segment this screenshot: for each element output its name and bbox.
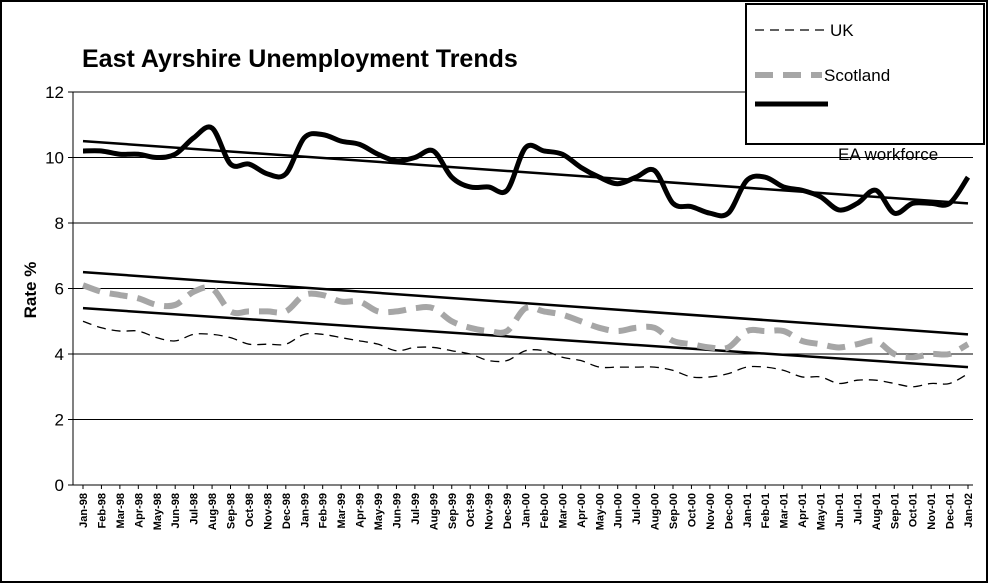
x-tick-label: Feb-01: [760, 493, 772, 528]
x-tick-label: Feb-98: [96, 493, 108, 528]
x-tick-label: Jun-00: [613, 493, 625, 528]
x-tick-label: May-98: [152, 493, 164, 530]
x-tick-label: Dec-01: [945, 493, 957, 529]
x-tick-label: Aug-98: [207, 493, 219, 530]
x-tick-label: Jan-00: [521, 493, 533, 528]
x-tick-label: Mar-01: [779, 493, 791, 528]
x-tick-label: Apr-99: [355, 493, 367, 528]
y-tick-label: 12: [45, 83, 64, 102]
legend: UK Scotland EA workforce: [745, 3, 985, 164]
x-tick-label: Nov-01: [926, 493, 938, 530]
x-tick-label: Jul-01: [852, 493, 864, 525]
x-tick-label: May-01: [816, 493, 828, 530]
x-tick-label: Aug-01: [871, 493, 883, 530]
trendline-scotland: [82, 270, 969, 336]
trendline-ea-workforce: [82, 139, 969, 205]
series-line-uk: [82, 320, 969, 388]
legend-label: EA workforce: [838, 145, 938, 164]
x-tick-label: Aug-99: [428, 493, 440, 530]
x-tick-label: Dec-99: [502, 493, 514, 529]
legend-label: UK: [830, 21, 854, 40]
series-lines: [81, 124, 971, 388]
x-tick-label: Sep-98: [226, 493, 238, 529]
x-tick-label: Oct-01: [908, 493, 920, 527]
x-tick-label: Jun-99: [391, 493, 403, 528]
x-tick-label: Apr-98: [133, 493, 145, 528]
y-tick-label: 8: [55, 214, 64, 233]
x-tick-label: Dec-00: [723, 493, 735, 529]
series-line-ea-workforce: [82, 124, 971, 219]
chart-title: East Ayrshire Unemployment Trends: [82, 45, 518, 73]
x-tick-label: Mar-99: [336, 493, 348, 528]
x-tick-label: Nov-00: [705, 493, 717, 530]
x-tick-label: Sep-00: [668, 493, 680, 529]
y-tick-label: 6: [55, 280, 64, 299]
x-tick-label: Oct-98: [244, 493, 256, 527]
x-tick-label: Jul-00: [631, 493, 643, 525]
x-tick-label: Nov-99: [484, 493, 496, 530]
x-tick-label: Jan-99: [299, 493, 311, 528]
y-tick-label: 10: [45, 149, 64, 168]
x-tick-label: Nov-98: [262, 493, 274, 530]
y-tick-label: 4: [55, 345, 64, 364]
x-tick-label: Oct-99: [465, 493, 477, 527]
y-axis-label: Rate %: [21, 262, 40, 319]
x-tick-label: Oct-00: [686, 493, 698, 527]
legend-label: Scotland: [824, 66, 890, 85]
x-tick-label: Dec-98: [281, 493, 293, 529]
x-tick-label: Jul-99: [410, 493, 422, 525]
series-line-scotland: [81, 282, 970, 361]
trendlines: [82, 139, 969, 369]
x-tick-label: Jun-01: [834, 493, 846, 528]
y-tick-label: 2: [55, 411, 64, 430]
x-tick-label: Jan-98: [78, 493, 90, 528]
x-tick-label: Sep-01: [889, 493, 901, 529]
x-tick-labels: Jan-98 Feb-98 Mar-98 Apr-98 May-98 Jun-98 Jul-…: [78, 485, 975, 530]
x-tick-label: Jul-98: [189, 493, 201, 525]
x-tick-label: May-99: [373, 493, 385, 530]
y-tick-labels: 0 2 4 6 8 10 12: [45, 83, 73, 495]
x-tick-label: Apr-01: [797, 493, 809, 528]
x-tick-label: Jan-01: [742, 493, 754, 528]
x-tick-label: Aug-00: [650, 493, 662, 530]
x-tick-label: Feb-99: [318, 493, 330, 528]
x-tick-label: Jan-02: [963, 493, 975, 528]
x-tick-label: Apr-00: [576, 493, 588, 528]
x-tick-label: Sep-99: [447, 493, 459, 529]
trendline-uk: [82, 306, 969, 369]
x-tick-label: Jun-98: [170, 493, 182, 528]
x-tick-label: Mar-00: [557, 493, 569, 528]
x-tick-label: Mar-98: [115, 493, 127, 528]
y-tick-label: 0: [55, 476, 64, 495]
x-tick-label: Feb-00: [539, 493, 551, 528]
x-tick-label: May-00: [594, 493, 606, 530]
